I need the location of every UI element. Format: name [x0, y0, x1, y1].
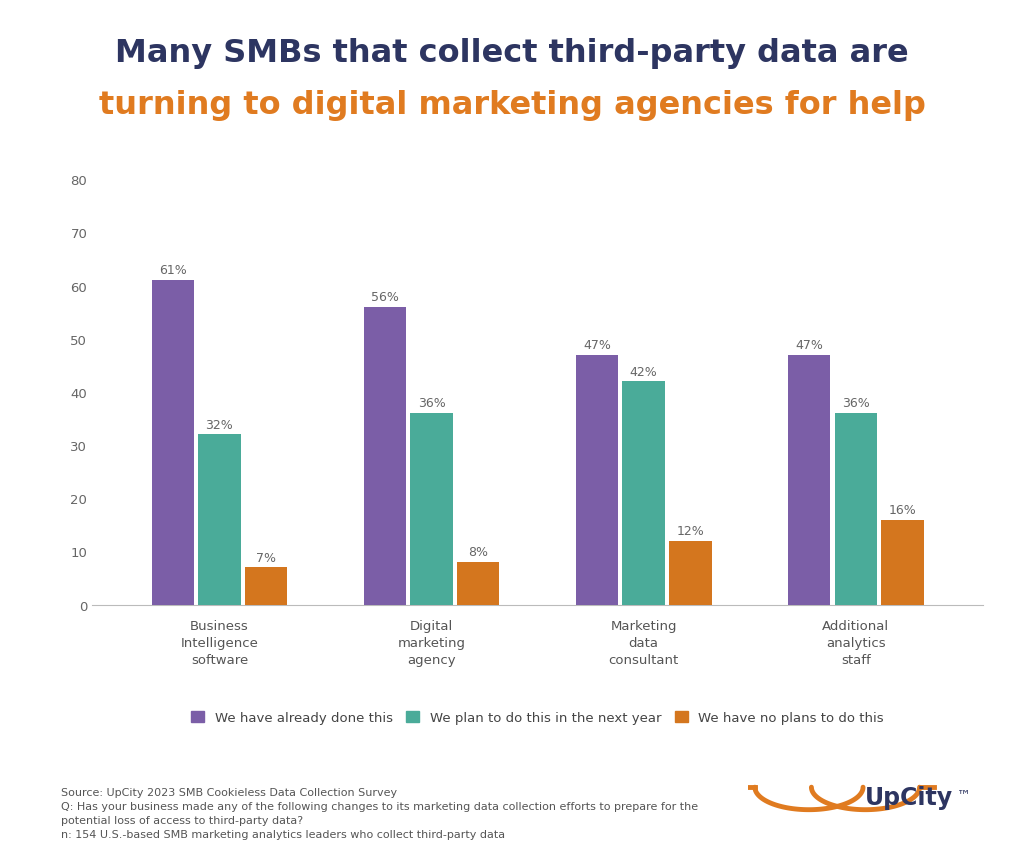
Bar — [575, 355, 618, 605]
Text: UpCity: UpCity — [865, 785, 953, 809]
Bar — [411, 414, 453, 605]
Legend: We have already done this, We plan to do this in the next year, We have no plans: We have already done this, We plan to do… — [191, 711, 884, 724]
Bar — [364, 308, 407, 605]
Bar — [669, 541, 712, 605]
Text: 56%: 56% — [371, 291, 398, 303]
Text: Many SMBs that collect third-party data are: Many SMBs that collect third-party data … — [115, 38, 909, 69]
Text: 36%: 36% — [418, 397, 445, 410]
Text: 47%: 47% — [583, 338, 611, 352]
Bar — [152, 281, 194, 605]
Bar — [199, 435, 241, 605]
Text: 7%: 7% — [256, 551, 276, 564]
Bar — [835, 414, 877, 605]
Text: 47%: 47% — [796, 338, 823, 352]
Text: 42%: 42% — [630, 366, 657, 378]
Text: ™: ™ — [957, 787, 972, 801]
Text: turning to digital marketing agencies for help: turning to digital marketing agencies fo… — [98, 89, 926, 120]
Bar — [457, 562, 500, 605]
Bar — [245, 567, 288, 605]
Bar — [787, 355, 830, 605]
Text: 32%: 32% — [206, 418, 233, 431]
Text: 8%: 8% — [468, 546, 488, 559]
Bar — [623, 382, 665, 605]
Text: 12%: 12% — [677, 525, 705, 538]
Text: 61%: 61% — [159, 264, 186, 277]
Text: Source: UpCity 2023 SMB Cookieless Data Collection Survey
Q: Has your business m: Source: UpCity 2023 SMB Cookieless Data … — [61, 787, 698, 839]
Text: 16%: 16% — [889, 504, 916, 516]
Bar — [882, 520, 924, 605]
Text: 36%: 36% — [842, 397, 869, 410]
